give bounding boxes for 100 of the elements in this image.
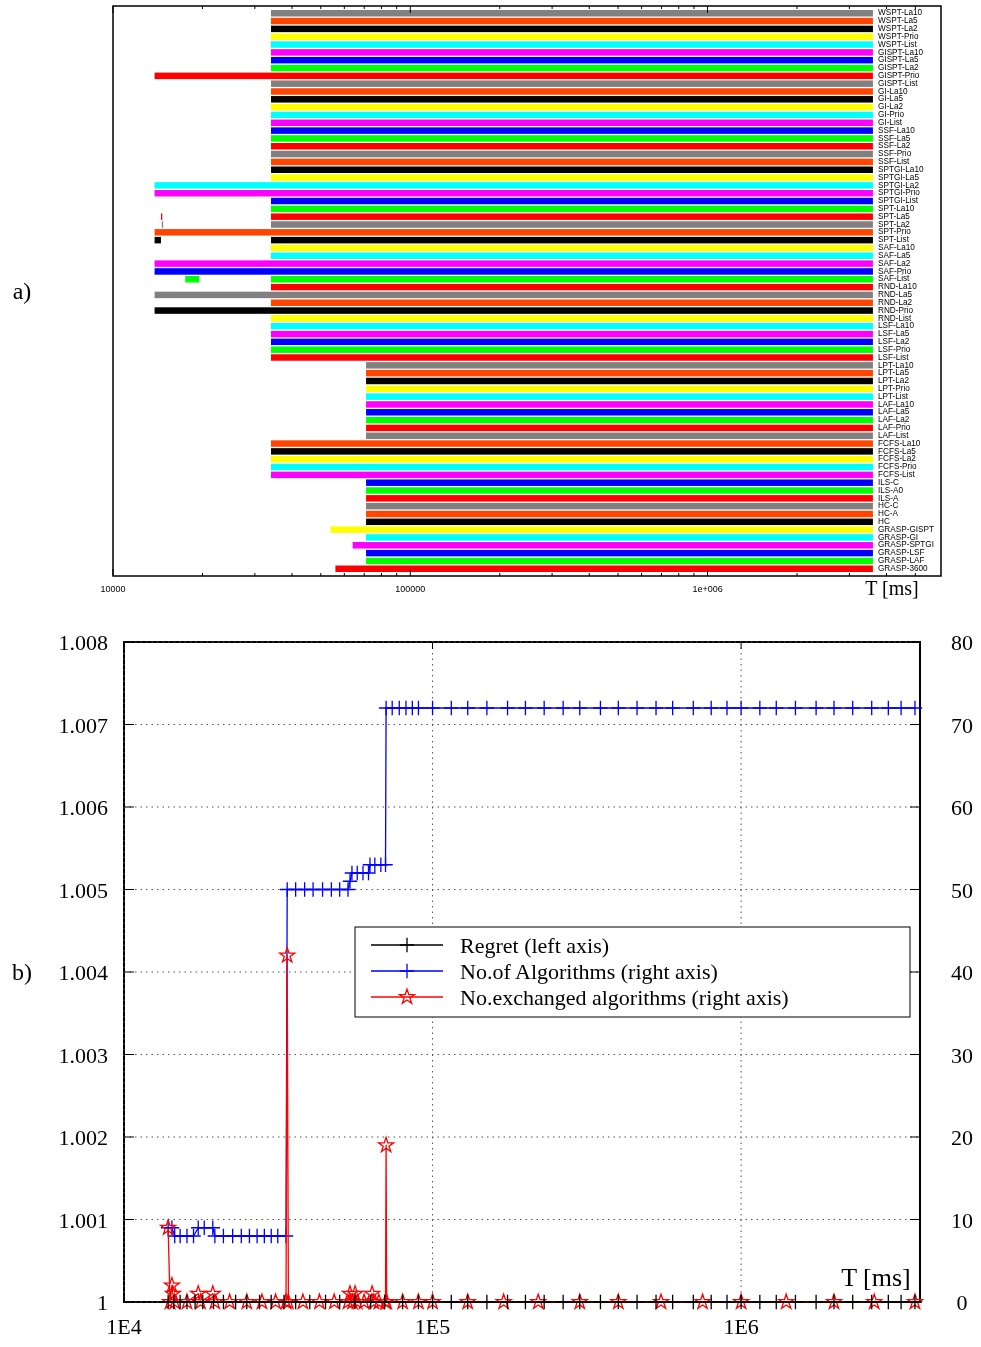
y-tick-label: 1 (97, 1290, 108, 1315)
y-tick-label: SPTGI-La2 (878, 180, 920, 190)
y2-tick-label: 20 (951, 1125, 973, 1150)
y-tick-label: 1.001 (58, 1207, 108, 1233)
y2-tick-label: 40 (951, 960, 973, 985)
x-tick-label: 1e+006 (692, 584, 723, 594)
y-tick-label: SPTGI-La10 (878, 164, 924, 174)
y-tick-label: LAF-Prio (878, 423, 911, 433)
y-tick-label: GISPT-La2 (878, 63, 919, 73)
y-tick-label: SPT-Prio (878, 227, 912, 237)
y-tick-label: WSPT-La2 (878, 24, 919, 34)
y-tick-label: SPT-La5 (878, 211, 911, 221)
y-tick-label: LSF-La10 (878, 321, 915, 331)
y-tick-label: RND-List (878, 313, 912, 323)
y-tick-label: SAF-La5 (878, 250, 911, 260)
y-tick-label: FCFS-Prio (878, 462, 918, 472)
y-tick-label: GISPT-Prio (878, 71, 920, 81)
x-tick-label: 1E4 (106, 1314, 142, 1339)
y-tick-label: LAF-La5 (878, 407, 910, 417)
text: b) (12, 959, 32, 985)
y-tick-label: GI-La5 (878, 94, 904, 104)
y-tick-label: GRASP-LSF (878, 548, 925, 558)
y-tick-label: SPTGI-Prio (878, 188, 921, 198)
x-tick-label: 10000 (100, 584, 126, 594)
y-tick-label: GISPT-La5 (878, 55, 919, 65)
legend-label: No.exchanged algorithms (right axis) (460, 985, 789, 1010)
y-tick-label: SSF-La10 (878, 125, 916, 135)
y-tick-label: WSPT-La10 (878, 8, 923, 18)
x-tick-label: 1E5 (414, 1314, 451, 1339)
x-tick-label: 1E6 (723, 1314, 759, 1339)
y2-tick-label: 30 (951, 1042, 973, 1068)
y-tick-label: SSF-La5 (878, 133, 911, 143)
y-tick-label: 1.006 (58, 795, 108, 820)
y-tick-label: GRASP-SPTGI (878, 540, 934, 550)
y-tick-label: LSF-La5 (878, 329, 910, 339)
y-tick-label: HC-C (878, 501, 899, 511)
y2-tick-label: 60 (951, 795, 973, 820)
y-tick-label: GI-La2 (878, 102, 904, 112)
y-tick-label: LSF-Prio (878, 344, 911, 354)
y-tick-label: 1.008 (58, 630, 108, 655)
y-tick-label: SPT-La10 (878, 204, 915, 214)
y-tick-label: ILS-C (878, 477, 900, 487)
y-tick-label: LAF-La10 (878, 399, 915, 409)
y-tick-label: SPTGI-List (878, 196, 919, 206)
legend-label: No.of Algorithms (right axis) (460, 959, 718, 984)
y-tick-label: 1.005 (58, 877, 108, 903)
y-tick-label: RND-La2 (878, 297, 913, 307)
y2-tick-label: 50 (951, 877, 973, 903)
x-axis-title: T [ms] (865, 577, 919, 599)
y-tick-label: RND-Prio (878, 305, 914, 315)
y-tick-label: FCFS-List (878, 470, 916, 480)
y-tick-label: WSPT-List (878, 39, 918, 49)
y-tick-label: SSF-La2 (878, 141, 911, 151)
y-tick-label: GRASP-GI (878, 532, 919, 542)
y-tick-label: SSF-List (878, 157, 911, 167)
x-axis-title: T [ms] (841, 1263, 911, 1292)
text: a) (12, 278, 32, 304)
y2-tick-label: 10 (951, 1207, 973, 1233)
y-tick-label: RND-La10 (878, 282, 918, 292)
y-tick-label: LSF-List (878, 352, 910, 362)
y-tick-label: FCFS-La2 (878, 454, 917, 464)
y-tick-label: WSPT-La5 (878, 16, 919, 26)
y-tick-label: GRASP-LAF (878, 556, 925, 566)
y2-tick-label: 80 (951, 630, 973, 655)
y-tick-label: LSF-La2 (878, 337, 910, 347)
y-tick-label: LPT-La2 (878, 376, 910, 386)
legend-label: Regret (left axis) (460, 933, 610, 958)
y-tick-label: LAF-List (878, 430, 910, 440)
y-tick-label: ILS-A0 (878, 485, 904, 495)
y-tick-label: SAF-La2 (878, 258, 911, 268)
x-tick-label: 100000 (395, 584, 426, 594)
y-tick-label: GISPT-List (878, 78, 919, 88)
y-tick-label: LPT-La10 (878, 360, 914, 370)
y-tick-label: WSPT-Prio (878, 31, 919, 41)
y-tick-label: SPT-La2 (878, 219, 911, 229)
y-tick-label: LAF-La2 (878, 415, 910, 425)
y-tick-label: SPT-List (878, 235, 910, 245)
y-tick-label: SAF-Prio (878, 266, 912, 276)
y-tick-label: ILS-A (878, 493, 900, 503)
y-tick-label: SPTGI-La5 (878, 172, 920, 182)
y-tick-label: FCFS-La5 (878, 446, 917, 456)
y2-tick-label: 0 (956, 1290, 968, 1315)
y-tick-label: HC-A (878, 509, 899, 519)
y-tick-label: 1.002 (58, 1125, 108, 1150)
y-tick-label: FCFS-La10 (878, 438, 921, 448)
y-tick-label: GISPT-La10 (878, 47, 924, 57)
y-tick-label: LPT-List (878, 391, 909, 401)
y-tick-label: SSF-Prio (878, 149, 912, 159)
y2-tick-label: 70 (951, 712, 973, 738)
y-tick-label: GRASP-GISPT (878, 524, 934, 534)
y-tick-label: SAF-List (878, 274, 911, 284)
y-tick-label: 1.003 (58, 1042, 108, 1068)
y-tick-label: HC (878, 516, 890, 526)
y-tick-label: GI-La10 (878, 86, 909, 96)
y-tick-label: LPT-Prio (878, 383, 911, 393)
y-tick-label: LPT-La5 (878, 368, 910, 378)
y-tick-label: GI-Prio (878, 110, 905, 120)
y-tick-label: SAF-La10 (878, 243, 916, 253)
y-tick-label: GI-List (878, 117, 903, 127)
y-tick-label: GRASP-3600 (878, 563, 929, 573)
